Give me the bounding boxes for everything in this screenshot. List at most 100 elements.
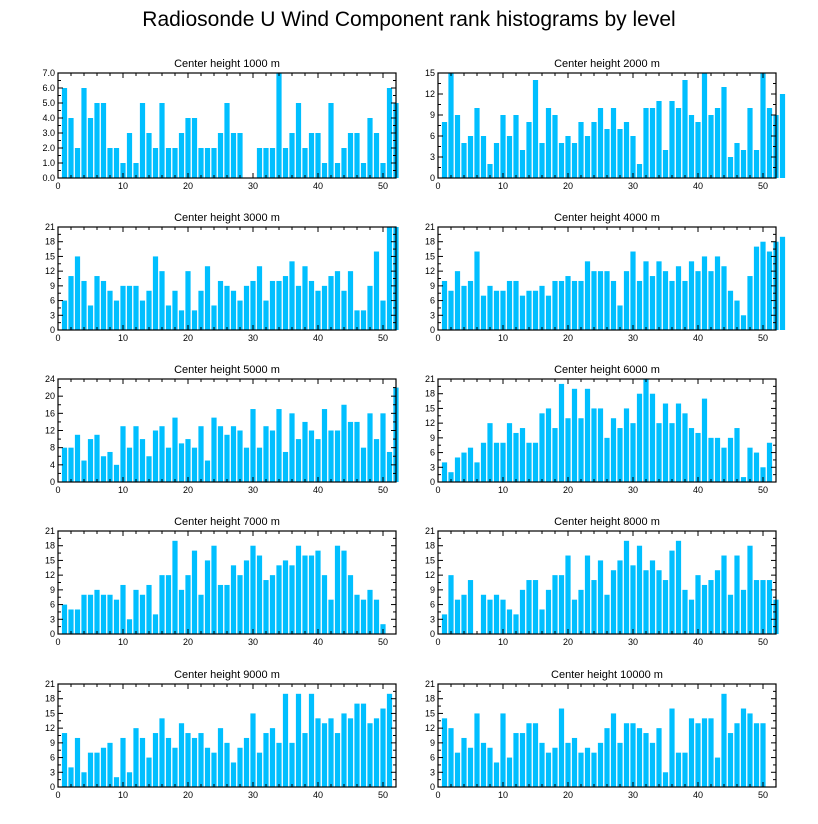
y-tick-label: 21 [425,526,435,536]
histogram-bar [500,442,506,482]
histogram-bar [597,108,604,178]
histogram-bar [354,133,360,178]
y-tick-label: 0 [430,477,435,487]
x-tick-label: 10 [498,637,508,647]
histogram-bar [675,752,682,787]
y-tick-label: 7.0 [42,68,55,78]
histogram-bar [747,713,753,787]
histogram-bar [584,261,591,330]
histogram-bar [243,285,250,330]
chart-panel-9: Center height 9000 m 0 10 20 30 40 50 0 3 6 9 12 15 1… [45,669,397,800]
histogram-bar [487,164,493,178]
y-tick-label: 18 [425,389,435,399]
histogram-bar [604,728,610,787]
histogram-bar [669,550,675,634]
histogram-bar [159,426,165,482]
histogram-bar [701,73,708,178]
histogram-bar [360,703,367,787]
y-tick-label: 4.0 [42,113,55,123]
histogram-bar [217,584,224,634]
histogram-bar [441,122,448,178]
histogram-bar [139,439,146,482]
x-tick-label: 10 [498,333,508,343]
y-tick-label: 6 [430,600,435,610]
histogram-bar [526,723,532,787]
y-tick-label: 6.0 [42,83,55,93]
histogram-bar [552,747,558,787]
histogram-bar [714,256,721,330]
histogram-bar [649,276,656,330]
histogram-bar [295,693,302,787]
histogram-bar [448,472,454,482]
histogram-bar [237,133,243,178]
x-tick-label: 20 [183,181,193,191]
chart-panel-3: Center height 3000 m 0 10 20 30 40 50 0 3 6 9 12 15 1… [45,212,399,343]
y-tick-label: 3 [50,614,55,624]
histogram-bar [81,280,87,330]
histogram-bar [191,550,198,634]
x-tick-label: 30 [628,485,638,495]
y-tick-label: 9 [50,738,55,748]
y-tick-label: 6 [50,600,55,610]
histogram-bar [321,575,328,634]
histogram-bar [347,718,354,787]
histogram-bar [81,594,87,634]
x-tick-label: 40 [693,790,703,800]
panel-title: Center height 3000 m [174,212,280,224]
histogram-bar [315,133,321,178]
histogram-bar [747,276,753,330]
histogram-bar [133,728,139,787]
x-tick-label: 20 [563,333,573,343]
histogram-bar [591,752,597,787]
histogram-bar [107,148,113,178]
y-tick-label: 12 [45,570,55,580]
histogram-bar [779,94,786,178]
histogram-bar [178,723,185,787]
histogram-bar [380,163,386,178]
histogram-bar [610,108,617,178]
histogram-bar [230,565,237,634]
x-tick-label: 50 [758,790,768,800]
histogram-bar [643,379,649,482]
histogram-bar [480,594,487,634]
histogram-bar [243,560,250,634]
x-tick-label: 0 [55,637,60,647]
histogram-bar [636,164,643,178]
histogram-bar [152,148,159,178]
histogram-bar [578,752,584,787]
histogram-bar [591,580,597,634]
chart-panel-5: Center height 5000 m 0 10 20 30 40 50 0 4 8 12 16 20… [45,364,399,495]
histogram-bar [61,88,68,178]
y-tick-label: 3 [50,310,55,320]
histogram-bar [721,266,727,330]
histogram-bar [191,118,198,178]
histogram-bar [734,555,740,634]
histogram-bar [269,280,276,330]
histogram-bar [578,418,584,482]
x-tick-label: 20 [563,790,573,800]
histogram-bar [727,290,734,330]
histogram-bar [373,599,380,634]
histogram-bar [552,428,558,482]
chart-panel-8: Center height 8000 m 0 10 20 30 40 50 0 3 6 9 12 15 1… [425,516,779,647]
histogram-bar [165,737,172,787]
histogram-bar [610,280,617,330]
y-tick-label: 6 [430,448,435,458]
histogram-bar [87,118,94,178]
histogram-bar [526,290,532,330]
histogram-bar [493,762,500,787]
x-tick-label: 20 [183,790,193,800]
histogram-bar [487,599,493,634]
histogram-bar [734,428,740,482]
histogram-bar [126,619,133,634]
histogram-bar [682,280,688,330]
histogram-bar [146,584,152,634]
x-tick-label: 40 [313,485,323,495]
histogram-bar [360,310,367,330]
histogram-bar [500,713,506,787]
histogram-bar [373,251,380,330]
histogram-bar [760,467,766,482]
histogram-bar [584,747,591,787]
y-tick-label: 24 [45,374,55,384]
histogram-bar [714,570,721,634]
